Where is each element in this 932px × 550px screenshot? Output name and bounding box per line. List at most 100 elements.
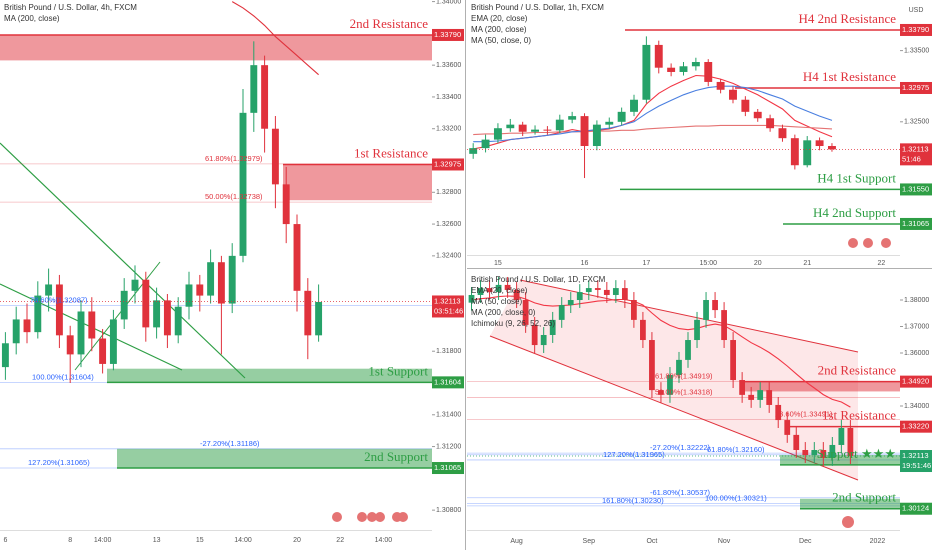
fib-label: 50.00%(1.34318) [655,388,713,397]
y-tick-label: 1.32500 [904,119,929,126]
candle-body [315,301,323,336]
candle-body [721,310,727,341]
candle-body [703,300,709,320]
candle-body [820,449,827,458]
candle-body [679,66,688,72]
candle-body [594,288,601,290]
candle-body [131,279,139,291]
candle-body [304,290,312,336]
level-label: H4 1st Support [817,170,896,185]
price-label: 1.33790 [434,30,461,39]
indicator-line [231,1,319,76]
candle-body [640,319,646,341]
candle-body [576,292,583,301]
level-label: H4 2nd Support [813,205,896,220]
level-label: 2nd Resistance [818,363,897,378]
fib-label: 161.80%(1.30230) [602,496,664,505]
candle-body [815,140,824,147]
x-tick-label: 21 [803,260,811,267]
fib-label: 100.00%(1.30321) [705,493,767,502]
y-tick-label: 1.33500 [904,47,929,54]
price-label: 1.34920 [902,377,929,386]
level-zone [283,164,432,201]
fib-label: 50.00%(1.32738) [205,192,263,201]
level-zone [800,498,900,509]
level-label: 1st Resistance [354,145,428,160]
fib-label: 61.80%(1.32979) [205,154,263,163]
y-tick-label: 1.32600 [436,221,461,228]
candle-body [605,121,614,125]
candle-body [658,390,664,395]
candle-body [558,305,565,320]
y-tick-label: 1.37000 [904,323,929,330]
price-label: 1.33790 [902,25,929,34]
candle-body [592,124,601,147]
last-price-box [432,295,464,318]
last-price-box [900,450,932,473]
candle-body [790,138,799,166]
candle-body [802,449,809,456]
x-tick-label: Nov [718,538,731,545]
level-zone [107,368,432,383]
x-tick-label: 22 [878,260,886,267]
candle-body [207,262,215,296]
candle-body [142,279,150,328]
candle-body [667,67,676,72]
candle-body [174,306,182,336]
flag-icons [332,238,891,528]
chart-title: British Pound / U.S. Dollar, 1D, FXCM [471,275,606,284]
candle-body [486,288,493,293]
y-tick-label: 1.33600 [436,62,461,69]
y-tick-label: 1.32800 [436,189,461,196]
candle-body [585,288,592,293]
candle-body [518,124,527,132]
x-tick-label: 2022 [870,538,886,545]
candle-body [630,99,638,112]
price-label-box [900,23,932,36]
y-tick-label: 1.36000 [904,350,929,357]
x-tick-label: Dec [799,538,812,545]
candle-body [239,112,247,256]
candle-body [654,44,663,68]
candle-body [185,284,193,307]
y-tick-label: 1.31800 [436,348,461,355]
level-label: Support ★★★ [817,446,896,461]
fib-label: -27.20%(1.32222) [650,443,711,452]
x-tick-label: 16 [581,260,589,267]
candle-body [513,289,520,301]
price-label: 1.33220 [902,422,929,431]
y-tick-label: 1.30800 [436,507,461,514]
fib-label: 61.80%(1.34919) [655,372,713,381]
x-tick-label: 17 [642,260,650,267]
candle-body [261,65,269,129]
price-label: 1.30124 [902,504,929,513]
candle-body [729,89,737,100]
legend-entry: EMA (20, close) [471,14,528,23]
x-tick-label: 20 [293,537,301,544]
level-zone [745,381,900,392]
fib-label: 100.00%(1.31604) [32,372,94,381]
candle-body [477,288,484,295]
candle-body [827,146,836,150]
last-price-box [900,143,932,166]
channel-line [519,279,859,353]
candle-body [784,420,791,435]
candle-body [469,148,478,154]
x-tick-label: 8 [68,537,72,544]
candle-body [293,224,301,291]
candle-body [23,319,31,333]
candle-body [580,116,589,147]
candle-body [522,300,529,325]
candle-body [748,394,755,400]
y-tick-label: 1.31200 [436,443,461,450]
candle-body [766,118,775,129]
candle-body [468,294,475,303]
legend-entry: MA (200, close) [471,25,527,34]
price-label-box [900,217,932,230]
candle-body [766,390,773,405]
last-price-label: 1.32113 [434,296,461,305]
x-tick-label: 22 [336,537,344,544]
level-zone [117,448,432,469]
candle-body [803,140,812,166]
